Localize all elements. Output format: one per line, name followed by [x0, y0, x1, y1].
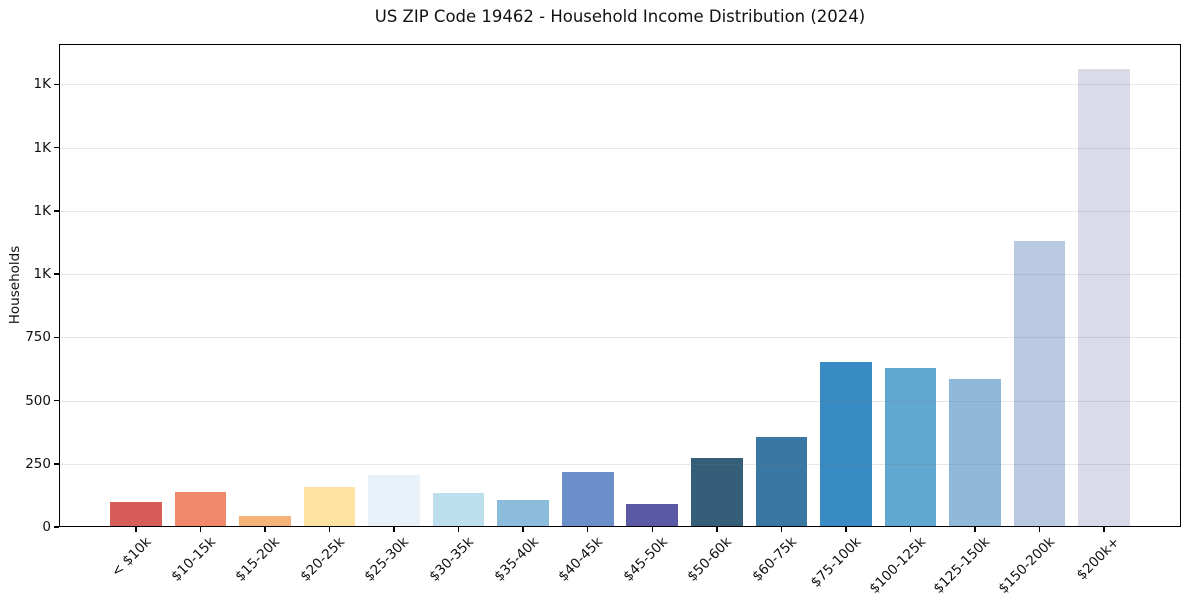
- bars-layer: [59, 44, 1181, 527]
- x-tick-mark: [780, 527, 783, 532]
- y-tick-mark: [54, 526, 59, 528]
- x-tick-label: $45-50k: [619, 534, 671, 585]
- y-tick-label: 1K: [33, 139, 51, 156]
- x-tick-mark: [909, 527, 912, 532]
- x-tick-mark: [393, 527, 395, 532]
- y-tick-label: 1K: [33, 76, 51, 93]
- x-tick-label: $75-100k: [807, 534, 865, 591]
- chart-title: US ZIP Code 19462 - Household Income Dis…: [374, 7, 866, 26]
- y-tick-label: 750: [25, 329, 51, 346]
- y-tick-mark: [54, 399, 59, 402]
- y-tick-mark: [54, 336, 59, 339]
- x-tick-label: $25-30k: [361, 534, 413, 585]
- x-tick-label: $125-150k: [930, 534, 994, 597]
- gridline-250: [59, 463, 1181, 465]
- x-tick-label: $15-20k: [232, 534, 284, 585]
- bar-$20-25k: [303, 487, 356, 527]
- gridline-750: [59, 337, 1181, 339]
- x-tick-label: $200k+: [1073, 534, 1123, 584]
- x-tick-label: $20-25k: [297, 534, 348, 585]
- y-tick-label: 1K: [33, 202, 51, 219]
- bar-$45-50k: [626, 504, 679, 527]
- gridlines-layer: [59, 44, 1181, 527]
- y-tick-mark: [54, 463, 59, 465]
- bar-$25-30k: [368, 474, 420, 527]
- y-tick-mark: [54, 273, 59, 275]
- x-tick-label: $10-15k: [168, 534, 219, 585]
- bar-$60-75k: [755, 436, 808, 527]
- gridline-1500: [59, 147, 1181, 149]
- x-tick-mark: [651, 527, 654, 532]
- bar-$100-125k: [884, 368, 937, 527]
- y-tick-mark: [54, 146, 59, 149]
- x-tick-label: $35-40k: [490, 534, 542, 585]
- bar-< $10k: [110, 501, 162, 527]
- x-tick-label: $60-75k: [749, 534, 800, 585]
- x-tick-mark: [199, 527, 202, 532]
- bar-$200k+: [1078, 68, 1130, 527]
- plot-area: [59, 44, 1181, 527]
- x-tick-mark: [1038, 527, 1041, 532]
- bar-$40-45k: [561, 471, 614, 527]
- y-tick-mark: [54, 83, 59, 86]
- x-tick-mark: [328, 527, 331, 532]
- x-tick-label: $30-35k: [426, 534, 477, 585]
- bar-$50-60k: [691, 457, 743, 527]
- x-tick-mark: [135, 527, 137, 532]
- bar-$30-35k: [432, 493, 485, 527]
- gridline-1000: [59, 274, 1181, 276]
- gridline-500: [59, 400, 1181, 402]
- y-tick-label: 0: [42, 519, 51, 535]
- x-tick-mark: [845, 527, 847, 532]
- x-tick-mark: [264, 527, 266, 532]
- gridline-1250: [59, 210, 1181, 212]
- x-tick-label: < $10k: [108, 534, 155, 581]
- y-tick-label: 250: [25, 455, 51, 472]
- gridline-1750: [59, 84, 1181, 86]
- x-tick-mark: [457, 527, 460, 532]
- y-tick-label: 1K: [33, 266, 51, 283]
- x-tick-mark: [974, 527, 976, 532]
- bar-$35-40k: [497, 499, 549, 527]
- bar-$10-15k: [174, 492, 227, 527]
- x-tick-label: $150-200k: [995, 534, 1058, 597]
- x-tick-mark: [522, 527, 524, 532]
- bar-$150-200k: [1013, 240, 1066, 527]
- x-tick-label: $100-125k: [866, 534, 929, 597]
- y-axis-label: Households: [7, 245, 23, 325]
- bar-$125-150k: [949, 379, 1001, 527]
- x-tick-label: $40-45k: [555, 534, 607, 585]
- bar-$75-100k: [820, 362, 872, 527]
- x-tick-mark: [716, 527, 718, 532]
- y-tick-mark: [54, 210, 59, 212]
- bar-$15-20k: [239, 515, 291, 527]
- x-tick-mark: [1103, 527, 1105, 532]
- x-tick-label: $50-60k: [684, 534, 736, 585]
- y-tick-label: 500: [25, 392, 51, 409]
- x-tick-mark: [586, 527, 589, 532]
